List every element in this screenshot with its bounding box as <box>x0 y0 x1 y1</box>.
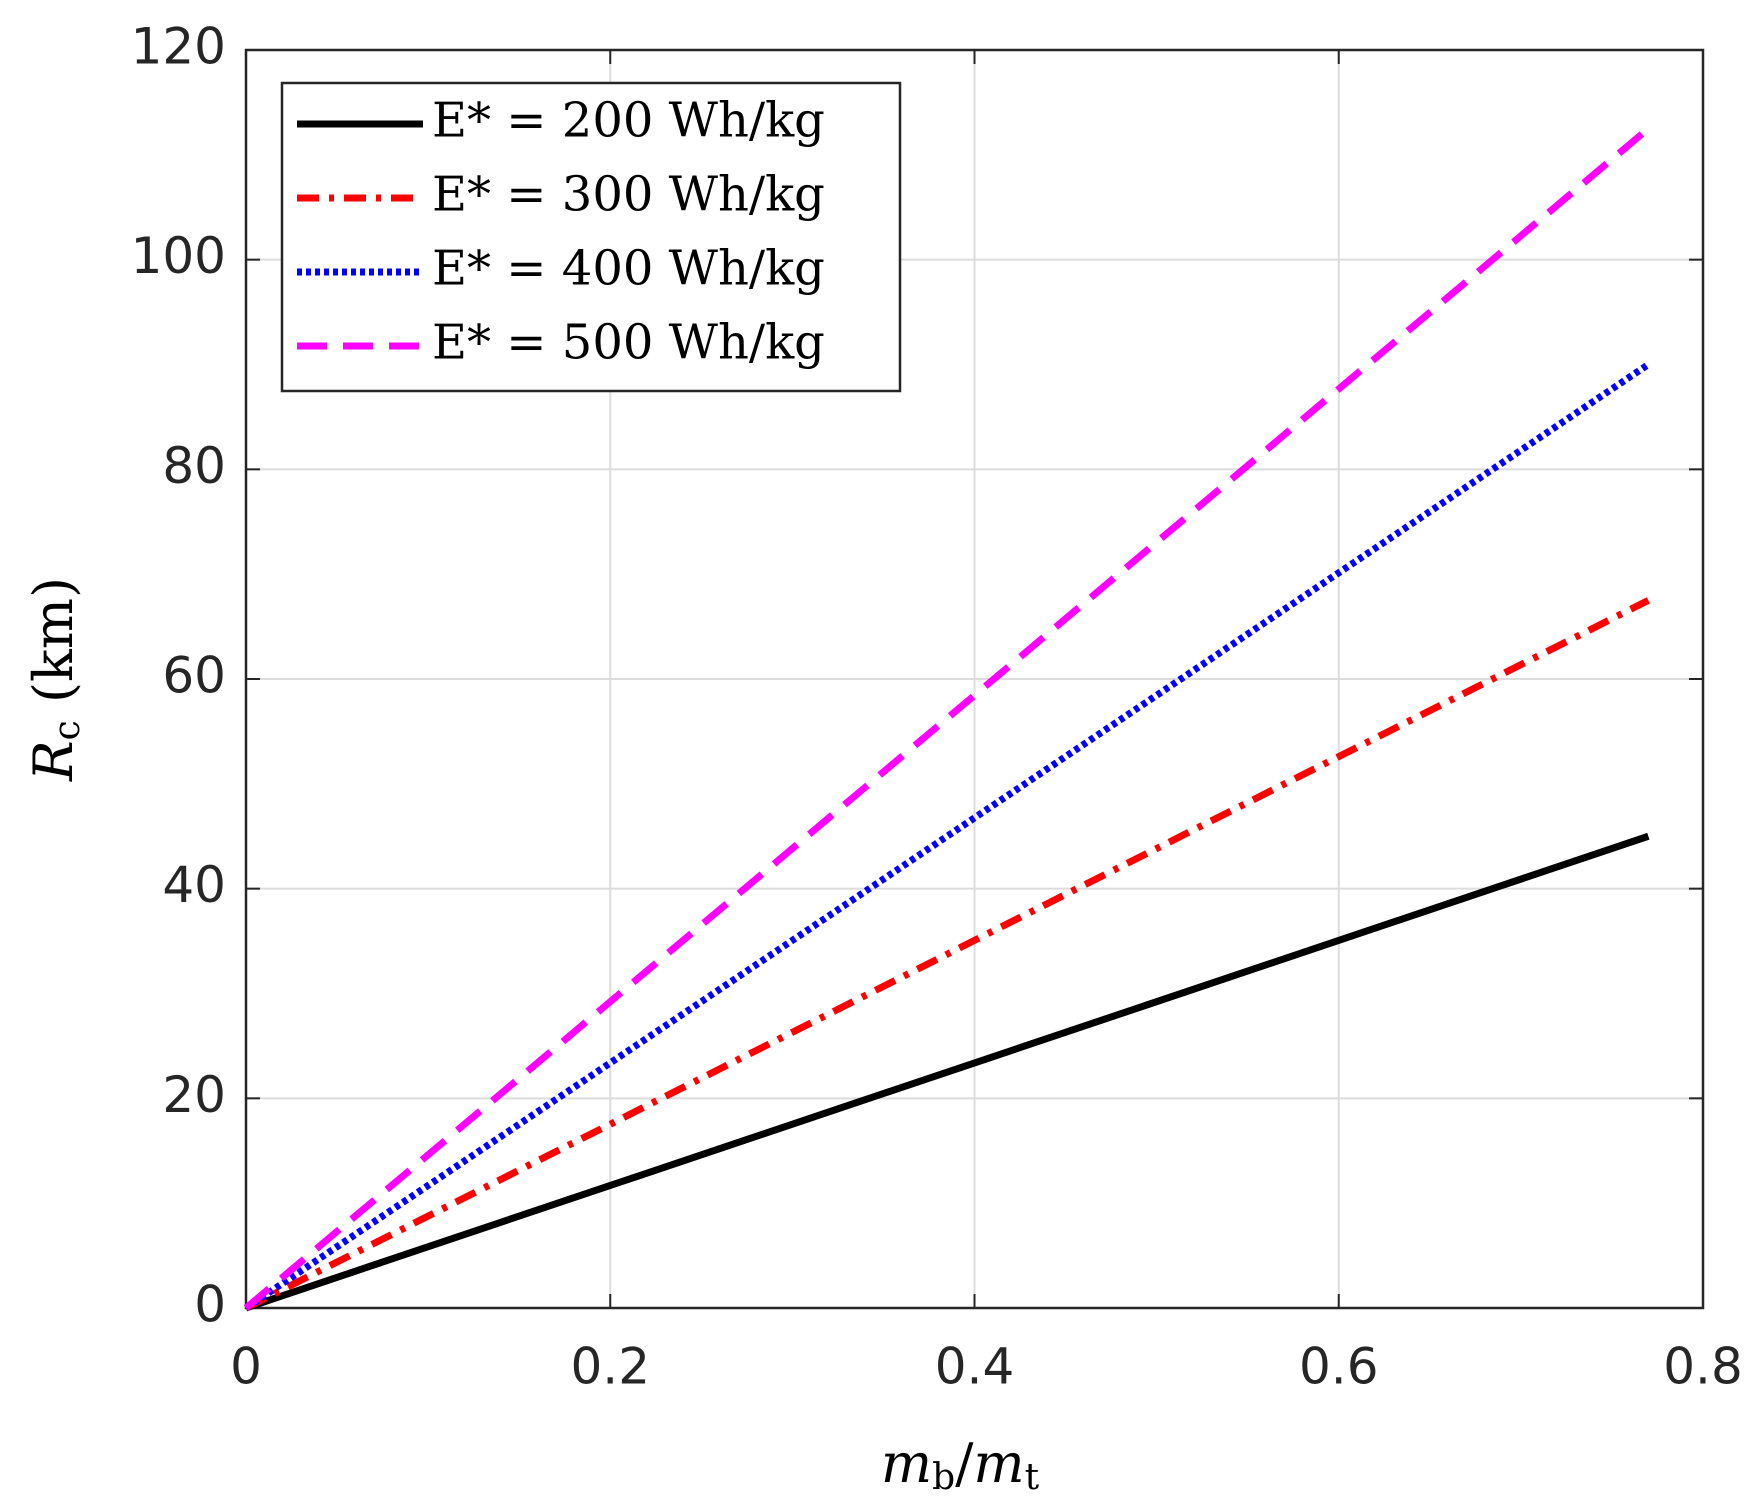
data-line <box>243 125 1651 1311</box>
data-line <box>244 597 1650 1312</box>
x-label-sub: b <box>932 1457 955 1498</box>
y-label-part: (km) <box>22 577 85 720</box>
x-tick-label: 0.6 <box>1299 1338 1379 1396</box>
x-label-part: m <box>973 1432 1024 1495</box>
x-label-part: / <box>955 1432 974 1495</box>
y-tick-label: 80 <box>162 437 226 495</box>
x-tick-label: 0 <box>230 1338 262 1396</box>
legend-label: E* = 300 Wh/kg <box>432 167 825 223</box>
y-label-sub: c <box>47 720 88 740</box>
legend-label: E* = 200 Wh/kg <box>432 93 825 149</box>
y-axis-label: Rc (km) <box>22 577 88 782</box>
legend-label: E* = 500 Wh/kg <box>432 315 825 371</box>
y-tick-label: 0 <box>194 1276 226 1334</box>
y-label-part: R <box>22 740 85 782</box>
legend-label: E* = 400 Wh/kg <box>432 241 825 297</box>
y-tick-label: 20 <box>162 1066 226 1124</box>
x-label-sub: t <box>1025 1457 1040 1498</box>
x-tick-label: 0.2 <box>570 1338 650 1396</box>
y-tick-label: 60 <box>162 647 226 705</box>
y-tick-label: 120 <box>131 18 226 76</box>
x-tick-label: 0.8 <box>1663 1338 1743 1396</box>
data-line <box>244 832 1650 1312</box>
x-axis-label: mb/mt <box>881 1432 1040 1498</box>
y-tick-label: 40 <box>162 856 226 914</box>
plot-frame <box>244 48 1705 1310</box>
data-line <box>244 361 1651 1311</box>
y-tick-label: 100 <box>131 227 226 285</box>
legend-box <box>280 81 902 393</box>
x-label-part: m <box>881 1432 932 1495</box>
x-tick-label: 0.4 <box>935 1338 1015 1396</box>
